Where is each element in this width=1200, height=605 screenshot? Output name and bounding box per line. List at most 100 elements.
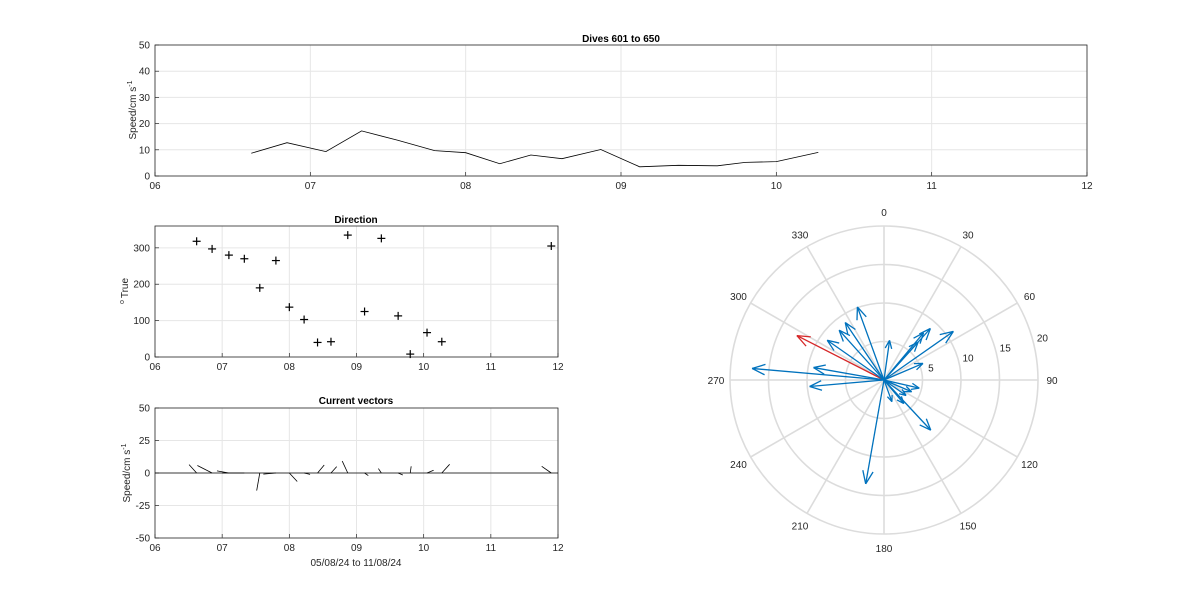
polar-arrow-head: [813, 364, 826, 369]
polar-arrow-head: [939, 330, 954, 336]
vectors-ytick-label: -50: [136, 534, 151, 545]
vectors-xtick-label: 10: [418, 543, 430, 554]
direction-xtick-label: 09: [351, 362, 363, 373]
speed-ytick-label: 40: [139, 67, 151, 78]
polar-arrow-highlight: [796, 334, 885, 381]
polar-arrow-head: [884, 340, 891, 349]
speed-xtick-label: 06: [149, 181, 161, 192]
polar-arrow-shaft: [844, 322, 885, 381]
polar-arrow: [883, 330, 954, 381]
direction-title: Direction: [334, 215, 377, 226]
polar-arrow: [883, 379, 920, 391]
polar-arrow-shaft: [883, 379, 893, 402]
vector-stick: [341, 460, 349, 474]
direction-xtick-label: 12: [552, 362, 564, 373]
direction-point: [208, 244, 217, 253]
polar-spoke: [750, 302, 885, 381]
polar-arrow-head: [809, 380, 822, 388]
polar-theta-label: 240: [730, 460, 747, 471]
speed-panel: Dives 601 to 650 Speed/cm s-1 06 07 08 09 10…: [127, 34, 1093, 192]
direction-point: [240, 254, 249, 263]
vectors-ytick-label: -25: [136, 501, 151, 512]
polar-arrow-head: [912, 382, 920, 389]
vector-stick: [426, 469, 434, 474]
vector-stick: [397, 472, 403, 476]
vector-stick: [409, 466, 412, 474]
polar-arrow: [883, 379, 905, 405]
polar-theta-label: 270: [708, 376, 725, 387]
polar-arrow-head: [945, 331, 954, 344]
polar-spoke: [883, 302, 1018, 381]
speed-ylabel-text: Speed/cm s: [128, 87, 139, 140]
vector-stick: [304, 472, 311, 475]
vector-stick: [263, 472, 276, 475]
polar-arrow-head: [925, 418, 932, 431]
polar-arrow-head: [838, 329, 851, 337]
polar-arrow-head: [751, 367, 765, 376]
speed-xtick-label: 12: [1081, 181, 1093, 192]
direction-point: [406, 350, 415, 359]
vectors-title: Current vectors: [319, 396, 394, 407]
polar-theta-label: 90: [1046, 376, 1058, 387]
polar-arrow-head: [813, 367, 825, 375]
polar-arrow: [883, 379, 893, 403]
direction-ylabel-prefix: o: [119, 300, 126, 304]
polar-arrow-head: [925, 328, 931, 341]
polar-arrow: [883, 327, 931, 381]
polar-arrow: [883, 340, 893, 381]
polar-arrow: [883, 379, 913, 393]
direction-axes-box: [154, 225, 559, 358]
polar-arrow: [844, 322, 885, 381]
polar-theta-label: 0: [881, 208, 887, 219]
direction-ytick-label: 300: [133, 243, 150, 254]
polar-arrow-shaft: [883, 330, 954, 381]
polar-arrow-shaft: [883, 340, 891, 381]
polar-arrow-head: [919, 327, 931, 335]
polar-arrow-shaft: [809, 379, 885, 388]
direction-panel: Direction oTrue 06 07 08 09 10 11 12 0 100 200 300: [119, 215, 564, 373]
direction-xtick-label: 07: [217, 362, 229, 373]
polar-arrow-head: [826, 339, 835, 351]
polar-arrow-head: [838, 329, 844, 342]
direction-point: [360, 307, 369, 316]
polar-r-label: 5: [928, 363, 934, 374]
polar-arrow-shaft: [883, 328, 931, 381]
vector-stick: [330, 466, 338, 474]
polar-arrow-head: [916, 362, 924, 371]
vector-stick: [541, 465, 552, 474]
polar-r-label: 10: [962, 353, 974, 364]
speed-ytick-label: 50: [139, 41, 151, 52]
polar-arrow-head: [896, 399, 905, 405]
direction-point: [547, 242, 556, 251]
polar-arrow-head: [809, 385, 823, 391]
polar-arrow-head: [886, 396, 893, 403]
direction-point: [285, 303, 294, 312]
direction-xtick-label: 10: [418, 362, 430, 373]
polar-arrow-head: [751, 363, 766, 370]
polar-theta-label: 30: [962, 231, 974, 242]
polar-arrow-shaft: [883, 379, 907, 396]
vector-stick: [378, 468, 382, 474]
polar-arrow-head: [844, 322, 849, 335]
speed-ytick-label: 0: [144, 172, 150, 183]
polar-arrow-head: [919, 424, 932, 431]
direction-point: [394, 311, 403, 320]
vectors-ytick-label: 0: [144, 469, 150, 480]
direction-point: [313, 338, 322, 347]
polar-arrow-shaft: [838, 329, 885, 381]
polar-arrow-head: [910, 387, 920, 391]
polar-spoke: [883, 379, 1018, 458]
polar-arrow-shaft: [865, 379, 885, 485]
polar-arrow: [883, 362, 924, 381]
date-range-label: 05/08/24 to 11/08/24: [310, 558, 401, 569]
vectors-panel: Current vectors Speed/cm s-1 05/08/24 to…: [121, 396, 564, 569]
polar-arrow-shaft: [813, 366, 885, 381]
polar-spoke: [883, 379, 962, 514]
direction-point: [300, 315, 309, 324]
vector-stick: [441, 464, 450, 474]
polar-arrow: [826, 339, 885, 381]
speed-xtick-label: 09: [615, 181, 627, 192]
polar-arrow-head: [900, 396, 905, 404]
polar-arrow-shaft: [752, 367, 885, 381]
polar-theta-label: 180: [876, 544, 893, 555]
